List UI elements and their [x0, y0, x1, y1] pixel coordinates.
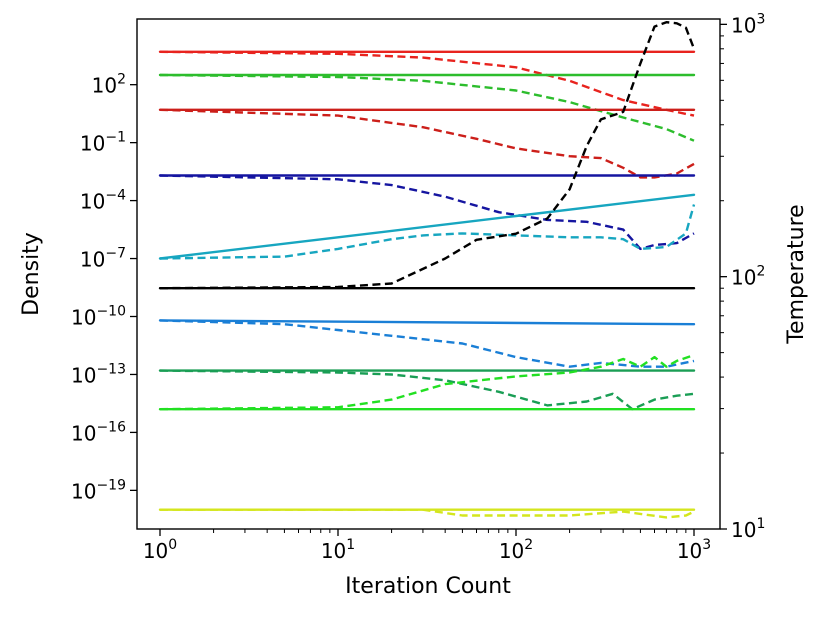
series-line-9: [158, 193, 696, 260]
y-axis-title: Density: [19, 232, 44, 316]
series-line-10: [159, 204, 696, 260]
series-line-2: [159, 50, 695, 117]
series-line-18: [160, 508, 695, 519]
series-line-4: [159, 73, 695, 142]
series-layer: [158, 21, 696, 519]
x-tick-label: 102: [499, 537, 533, 563]
series-line-6: [159, 108, 695, 179]
x-tick-label: 101: [321, 537, 355, 563]
tick-layer: 100 101 102 103 102 10−1 10−4 10−7 10−10 10−13 10−…: [71, 11, 765, 563]
y-tick-label: 102: [92, 72, 126, 98]
y2-tick-label: 103: [731, 11, 765, 37]
y-tick-label: 10−10: [71, 304, 126, 330]
y-tick-label: 10−7: [80, 246, 126, 272]
series-line-11: [158, 319, 696, 326]
series-line-12: [159, 319, 695, 368]
y-tick-label: 10−1: [80, 130, 126, 156]
series-line-16: [159, 353, 695, 411]
y2-tick-label: 101: [731, 516, 765, 542]
y2-axis-title: Temperature: [784, 204, 809, 344]
y2-tick-label: 102: [731, 264, 765, 290]
y-tick-label: 10−19: [71, 477, 126, 503]
series-line-8: [159, 174, 695, 251]
plot-frame: [136, 18, 721, 530]
x-tick-label: 103: [677, 537, 711, 563]
x-axis-title: Iteration Count: [345, 574, 511, 599]
y-tick-label: 10−4: [80, 188, 126, 214]
y-tick-label: 10−16: [71, 419, 126, 445]
y-tick-label: 10−13: [71, 361, 126, 387]
x-tick-label: 100: [143, 537, 177, 563]
